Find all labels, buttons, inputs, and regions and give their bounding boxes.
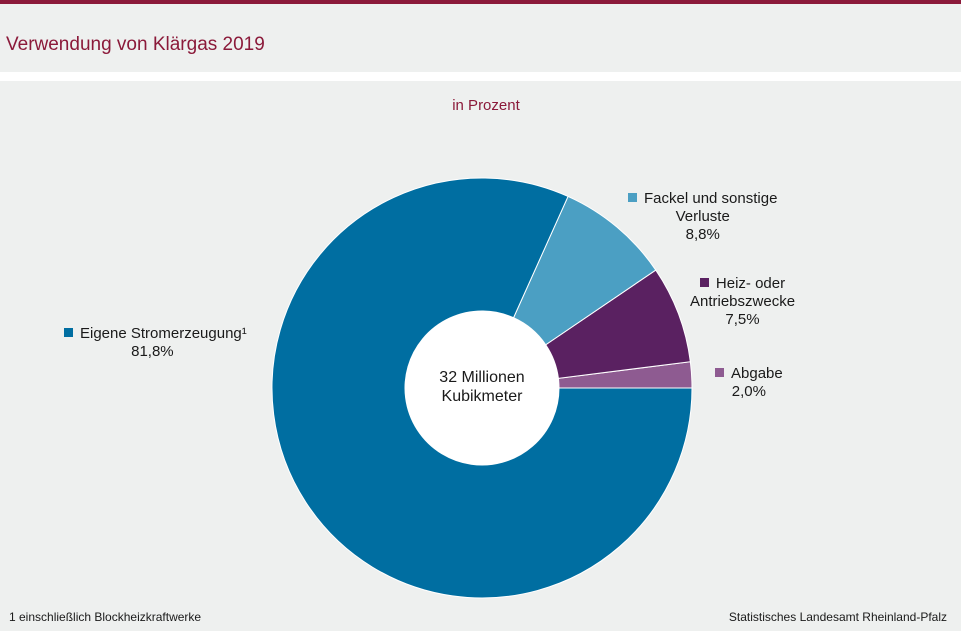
swatch-stromerzeugung: [64, 328, 73, 337]
chart-subtitle: in Prozent: [452, 97, 520, 114]
chart-title: Verwendung von Klärgas 2019: [6, 34, 265, 55]
donut-hole: [405, 311, 559, 465]
legend-abgabe-label: Abgabe: [731, 365, 783, 382]
legend-fackel: Fackel und sonstige Verluste 8,8%: [628, 190, 777, 244]
legend-heiz: Heiz- oder Antriebszwecke 7,5%: [690, 275, 795, 329]
swatch-abgabe: [715, 368, 724, 377]
top-rule: [0, 0, 961, 4]
footnote: 1 einschließlich Blockheizkraftwerke: [9, 610, 202, 624]
legend-stromerzeugung: Eigene Stromerzeugung¹ 81,8%: [64, 325, 247, 361]
legend-fackel-label: Fackel und sonstige: [644, 190, 778, 207]
legend-abgabe-value: 2,0%: [731, 383, 766, 400]
center-label-line1: 32 Millionen: [439, 369, 525, 386]
donut-center-label: 32 Millionen Kubikmeter: [412, 368, 552, 406]
legend-abgabe: Abgabe 2,0%: [715, 365, 783, 401]
swatch-heiz: [699, 278, 709, 287]
legend-stromerzeugung-label: Eigene Stromerzeugung¹: [80, 325, 247, 342]
legend-stromerzeugung-value: 81,8%: [131, 343, 174, 360]
source-credit: Statistisches Landesamt Rheinland-Pfalz: [728, 610, 947, 624]
legend-heiz-value: 7,5%: [725, 311, 760, 328]
donut-slices: [271, 177, 693, 599]
swatch-fackel: [628, 193, 637, 202]
center-label-line2: Kubikmeter: [441, 388, 523, 405]
legend-heiz-label: Heiz- oder: [715, 275, 786, 292]
legend-fackel-label-2: Verluste: [675, 208, 730, 225]
legend-fackel-value: 8,8%: [685, 226, 720, 243]
legend-heiz-label-2: Antriebszwecke: [690, 293, 796, 310]
separator: [0, 72, 961, 81]
title-bar: Verwendung von Klärgas 2019: [0, 4, 961, 72]
